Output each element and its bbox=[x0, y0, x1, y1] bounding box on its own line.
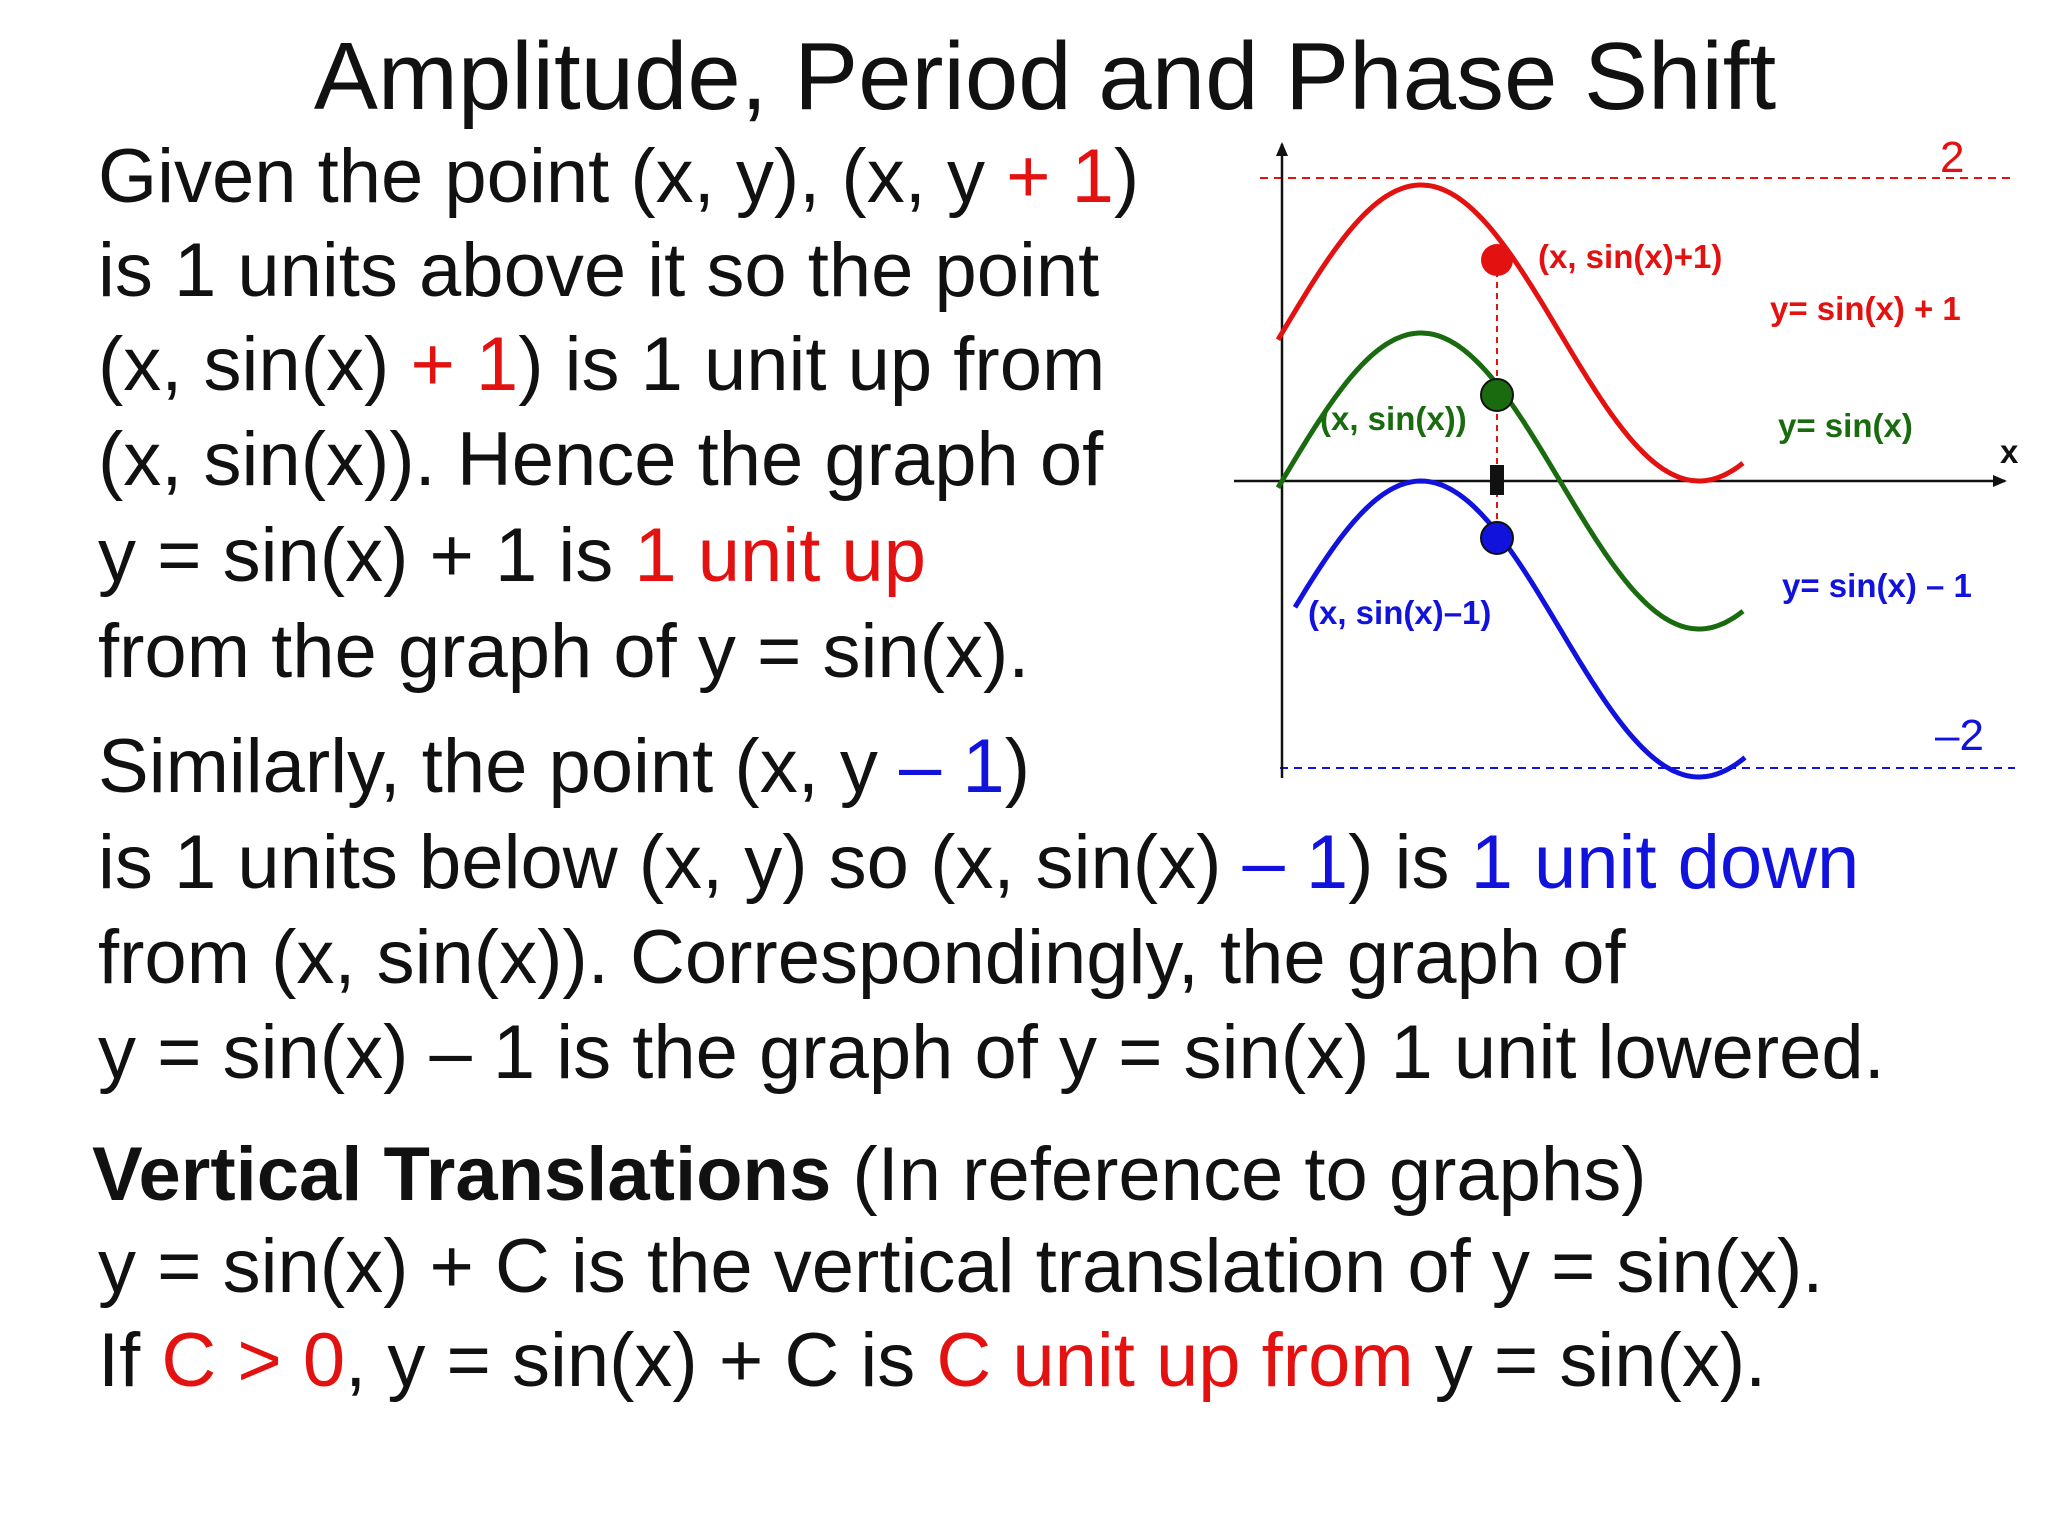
para1-line6: from the graph of y = sin(x). bbox=[98, 609, 1030, 694]
point-label-middle: (x, sin(x)) bbox=[1320, 400, 1467, 437]
curve-label-middle: y= sin(x) bbox=[1778, 407, 1913, 444]
curve-sin-minus-1 bbox=[1292, 478, 1747, 780]
sine-translation-graph: x 2 –2 (x, sin(x)+1) (x, sin(x)) (x, sin… bbox=[1234, 133, 2019, 780]
curve-label-upper: y= sin(x) + 1 bbox=[1770, 290, 1961, 327]
section-line1: y = sin(x) + C is the vertical translati… bbox=[98, 1224, 1824, 1309]
section-heading-note: (In reference to graphs) bbox=[831, 1132, 1647, 1217]
para1-line3: (x, sin(x) + 1) is 1 unit up from bbox=[98, 322, 1106, 407]
para1-line4: (x, sin(x)). Hence the graph of bbox=[98, 417, 1104, 502]
section-line2: If C > 0, y = sin(x) + C is C unit up fr… bbox=[98, 1318, 1767, 1403]
point-label-upper: (x, sin(x)+1) bbox=[1538, 238, 1722, 275]
para1-line5: y = sin(x) + 1 is 1 unit up bbox=[98, 513, 926, 598]
para1-line1: Given the point (x, y), (x, y + 1) bbox=[98, 134, 1140, 219]
section-heading-line: Vertical Translations (In reference to g… bbox=[92, 1130, 1647, 1220]
para2-line1: Similarly, the point (x, y – 1) bbox=[98, 724, 1031, 809]
para2-line3: from (x, sin(x)). Correspondingly, the g… bbox=[98, 915, 1626, 1000]
para2-line2: is 1 units below (x, y) so (x, sin(x) – … bbox=[98, 820, 1860, 905]
page-title: Amplitude, Period and Phase Shift bbox=[313, 23, 1777, 130]
point-lower bbox=[1480, 521, 1514, 555]
point-middle bbox=[1480, 378, 1514, 412]
para1-line2: is 1 units above it so the point bbox=[98, 228, 1100, 313]
curve-label-lower: y= sin(x) – 1 bbox=[1782, 567, 1972, 604]
para2-line4: y = sin(x) – 1 is the graph of y = sin(x… bbox=[98, 1010, 1885, 1095]
x-axis-label: x bbox=[2000, 433, 2019, 470]
point-label-lower: (x, sin(x)–1) bbox=[1308, 594, 1491, 631]
section-heading: Vertical Translations bbox=[92, 1132, 832, 1217]
top-value-label: 2 bbox=[1940, 133, 1964, 182]
x-tick-marker bbox=[1490, 465, 1504, 495]
point-upper bbox=[1481, 244, 1513, 276]
bottom-value-label: –2 bbox=[1935, 711, 1984, 760]
